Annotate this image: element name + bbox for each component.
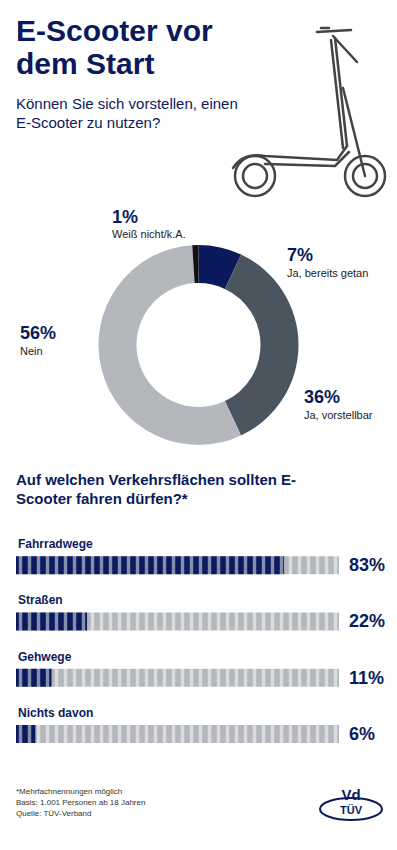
svg-text:Fahrradwege: Fahrradwege [18, 537, 93, 551]
svg-text:83%: 83% [349, 555, 385, 575]
svg-text:7%: 7% [287, 245, 313, 265]
svg-text:Gehwege: Gehwege [18, 650, 72, 664]
svg-text:Ja, bereits getan: Ja, bereits getan [287, 267, 368, 279]
html-text:Können Sie sich vorstellen, ei: Können Sie sich vorstellen, einen E-Scoo… [16, 95, 238, 131]
svg-text:22%: 22% [349, 611, 385, 631]
svg-text:11%: 11% [349, 668, 384, 688]
svg-text:36%: 36% [304, 387, 340, 407]
svg-text:Vd: Vd [341, 786, 360, 803]
svg-text:Straßen: Straßen [18, 593, 63, 607]
svg-text:56%: 56% [20, 323, 56, 343]
svg-text:Nichts davon: Nichts davon [18, 706, 93, 720]
svg-text:Nein: Nein [20, 345, 43, 357]
html-text:Auf welchen Verkehrsflächen so: Auf welchen Verkehrsflächen sollten E-Sc… [16, 471, 297, 507]
svg-text:1%: 1% [112, 207, 138, 227]
html-text:*Mehrfachnennungen möglich: *Mehrfachnennungen möglich [16, 787, 123, 796]
svg-text:Ja, vorstellbar: Ja, vorstellbar [304, 409, 373, 421]
html-text:Basis: 1.001 Personen ab 18 Ja: Basis: 1.001 Personen ab 18 Jahren [16, 798, 146, 807]
svg-text:Weiß nicht/k.A.: Weiß nicht/k.A. [112, 228, 186, 240]
html-text:Quelle: TÜV-Verband: Quelle: TÜV-Verband [16, 809, 92, 818]
svg-text:TÜV: TÜV [340, 804, 363, 816]
html-text:E-Scooter vor dem Start: E-Scooter vor dem Start [16, 14, 213, 80]
svg-text:6%: 6% [349, 724, 375, 744]
